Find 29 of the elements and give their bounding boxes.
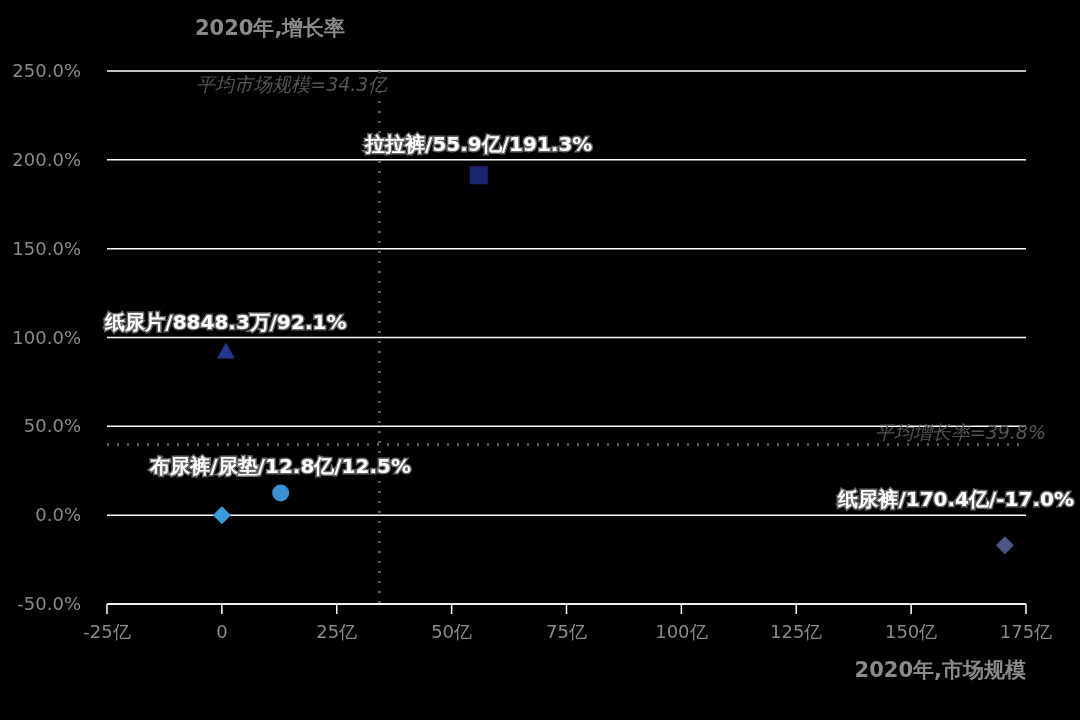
- data-label: 纸尿片/8848.3万/92.1%: [104, 309, 347, 334]
- point: [995, 536, 1014, 555]
- y-tick-label: 250.0%: [12, 60, 81, 81]
- point: [216, 342, 235, 359]
- x-tick-label: 175亿: [999, 621, 1053, 642]
- point: [272, 484, 290, 502]
- x-axis-title: 2020年,市场规模: [854, 658, 1026, 682]
- y-tick-label: 150.0%: [12, 237, 81, 259]
- x-tick-label: 25亿: [316, 621, 358, 642]
- data-label: 拉拉裤/55.9亿/191.3%: [364, 131, 593, 156]
- ref-line-label: 平均市场规模=34.3亿: [196, 73, 389, 95]
- y-tick-label: 0.0%: [35, 504, 81, 526]
- y-tick-label: 100.0%: [12, 326, 81, 348]
- y-tick-label: -50.0%: [17, 593, 81, 614]
- x-tick-label: 100亿: [655, 621, 708, 642]
- y-tick-label: 200.0%: [12, 148, 81, 170]
- x-tick-label: 150亿: [884, 621, 938, 642]
- x-tick-label: 125亿: [770, 621, 823, 642]
- data-label: 布尿裤/尿垫/12.8亿/12.5%: [149, 453, 412, 478]
- point: [212, 506, 231, 525]
- y-tick-label: 50.0%: [23, 415, 81, 437]
- x-tick-label: 75亿: [546, 621, 587, 642]
- ref-line-label: 平均增长率=39.8%: [874, 421, 1046, 444]
- x-tick-label: 50亿: [431, 621, 473, 642]
- data-label: 纸尿裤/170.4亿/-17.0%: [837, 487, 1074, 512]
- x-tick-label: -25亿: [83, 621, 131, 642]
- x-tick-label: 0: [216, 621, 228, 642]
- y-axis-title: 2020年,增长率: [195, 16, 346, 40]
- point: [469, 166, 488, 185]
